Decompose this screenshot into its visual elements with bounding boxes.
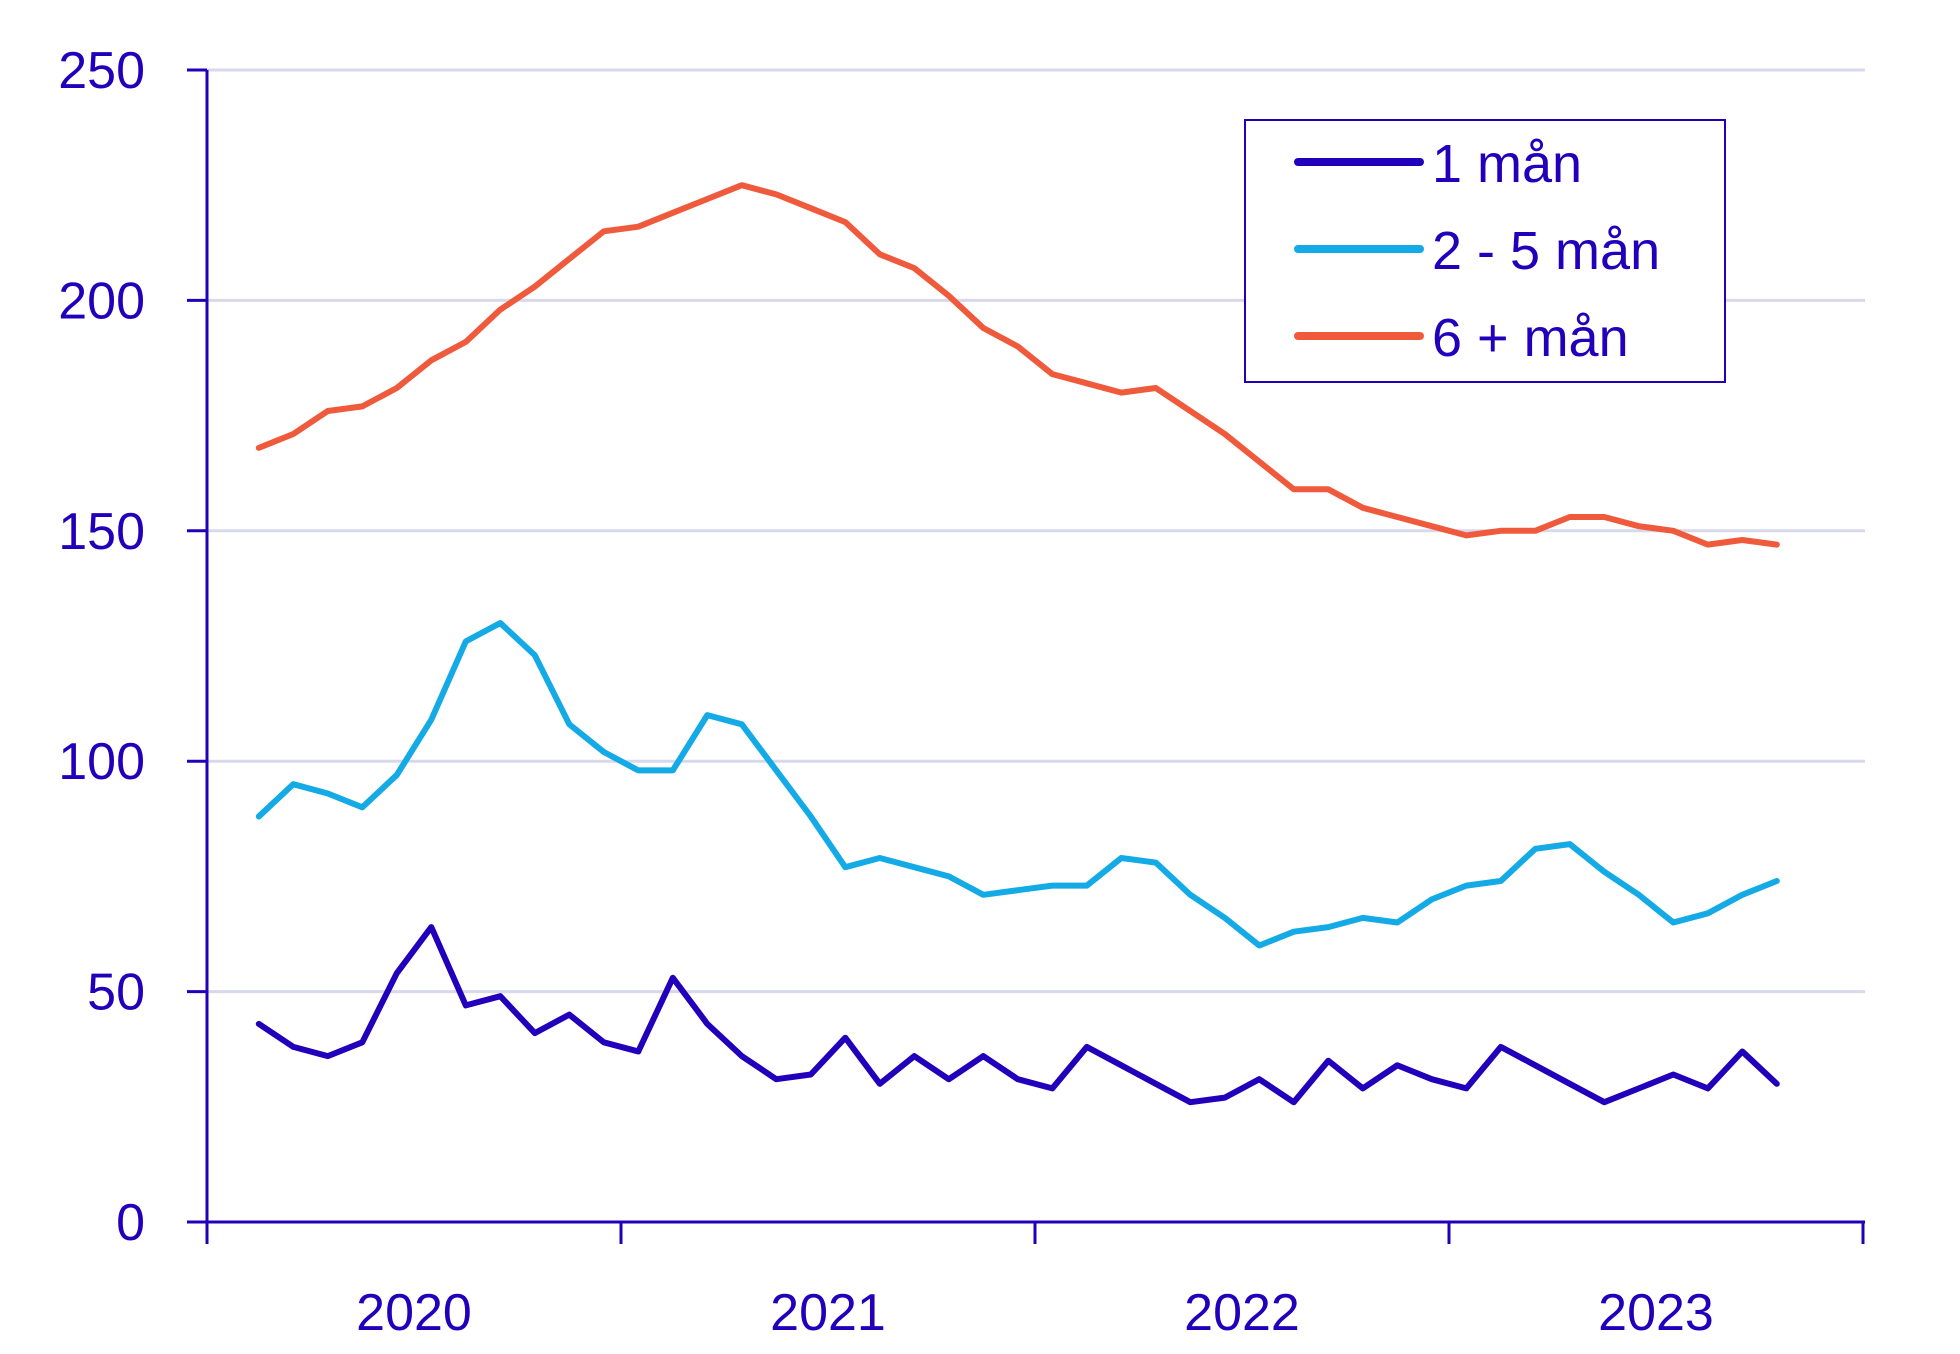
y-tick-label-0: 0 [116, 1194, 145, 1252]
series-lines [255, 182, 1780, 1106]
y-tick-label-150: 150 [58, 503, 145, 561]
y-tick-label-50: 50 [87, 964, 145, 1022]
x-tick-label-2020: 2020 [356, 1284, 472, 1342]
y-tick-label-100: 100 [58, 733, 145, 791]
legend-label-1: 1 mån [1432, 134, 1582, 194]
legend-label-2: 2 - 5 mån [1432, 221, 1660, 281]
legend: 1 mån 2 - 5 mån 6 + mån [1244, 119, 1726, 383]
x-tick-label-2022: 2022 [1184, 1284, 1300, 1342]
series-line-1 [255, 924, 1780, 1106]
series-line-2 [255, 620, 1780, 949]
x-tick-label-2023: 2023 [1598, 1284, 1714, 1342]
x-tick-label-2021: 2021 [770, 1284, 886, 1342]
legend-label-3: 6 + mån [1432, 308, 1629, 368]
series-line-3 [255, 182, 1780, 548]
y-tick-label-200: 200 [58, 272, 145, 330]
y-tick-label-250: 250 [58, 42, 145, 100]
axes: 0 50 100 150 200 250 2020 2021 2022 2023 [58, 42, 1865, 1342]
